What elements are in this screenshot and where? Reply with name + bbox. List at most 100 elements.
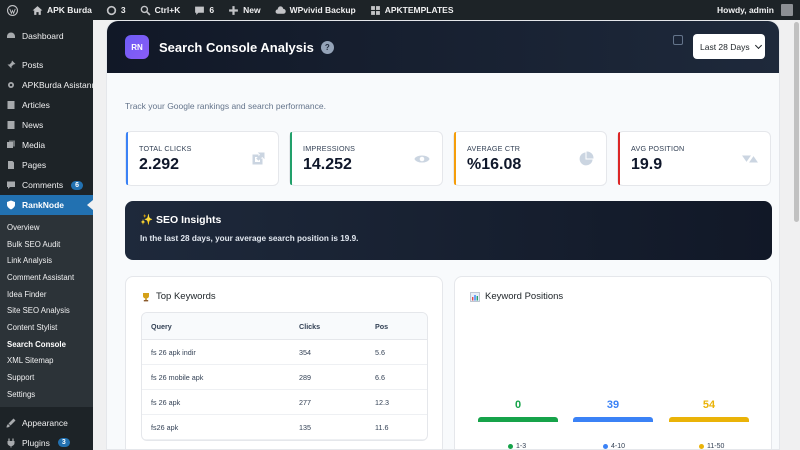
legend-11-50: 11-50 — [699, 443, 725, 450]
stat-accent-bar — [290, 132, 292, 185]
stat-accent-bar — [618, 132, 620, 185]
legend-dot — [508, 444, 513, 449]
submenu-link-analysis[interactable]: Link Analysis — [7, 256, 53, 266]
main-content: RN Search Console Analysis ? Last 28 Day… — [93, 20, 793, 450]
sidebar-item-ranknode[interactable]: RankNode — [0, 195, 93, 215]
calendar-icon — [673, 35, 683, 45]
date-range-select[interactable]: Last 28 Days — [693, 34, 765, 59]
query-cell: fs 26 mobile apk — [151, 372, 204, 382]
sidebar-item-appearance[interactable]: Appearance — [0, 413, 93, 433]
new-label: New — [243, 5, 261, 15]
grid-icon — [370, 5, 380, 15]
legend-label: 11-50 — [707, 443, 725, 450]
sidebar-item-comments[interactable]: Comments 6 — [0, 175, 93, 195]
group-value-top3: 0 — [514, 399, 522, 411]
ranknode-submenu: Overview Bulk SEO Audit Link Analysis Co… — [0, 215, 93, 407]
page-scrollbar[interactable] — [793, 20, 800, 450]
legend-label: 4-10 — [611, 443, 626, 450]
submenu-support[interactable]: Support — [7, 373, 35, 383]
comments-count: 6 — [209, 5, 215, 15]
backup-link[interactable]: WPvivid Backup — [268, 0, 363, 20]
sidebar-item-news[interactable]: News — [0, 115, 93, 135]
sidebar-item-label: APKBurda Asistanı — [22, 80, 93, 90]
card-title: Keyword Positions — [470, 291, 563, 302]
pie-icon — [578, 151, 594, 167]
submenu-overview[interactable]: Overview — [7, 222, 40, 232]
sidebar-item-media[interactable]: Media — [0, 135, 93, 155]
group-bar-11-50 — [669, 417, 749, 422]
plugin-icon — [7, 438, 15, 448]
clicks-cell: 277 — [299, 397, 311, 407]
group-bar-top3 — [478, 417, 558, 422]
sidebar-item-label: Posts — [22, 60, 44, 70]
ranknode-logo: RN — [125, 35, 149, 59]
pin-icon — [7, 60, 16, 69]
sidebar-item-label: Appearance — [22, 417, 68, 428]
site-name-link[interactable]: APK Burda — [25, 0, 99, 20]
chevron-down-icon — [754, 41, 762, 49]
sidebar-item-label: Comments — [22, 180, 64, 190]
wordpress-icon — [7, 4, 18, 16]
table-row: fs 26 apk indir 354 5.6 — [142, 340, 427, 365]
insights-text: In the last 28 days, your average search… — [140, 234, 359, 243]
updates-link[interactable]: 3 — [99, 0, 133, 20]
help-icon[interactable]: ? — [320, 40, 334, 54]
stat-average-ctr: AVERAGE CTR %16.08 — [453, 131, 607, 186]
refresh-icon — [106, 5, 117, 15]
account-menu[interactable]: Howdy, admin — [710, 0, 800, 20]
sidebar-item-label: Dashboard — [22, 31, 64, 41]
submenu-bulk-seo-audit[interactable]: Bulk SEO Audit — [7, 239, 61, 249]
templates-label: APKTEMPLATES — [384, 5, 454, 15]
sidebar-item-label: Articles — [22, 100, 50, 110]
submenu-site-seo-analysis[interactable]: Site SEO Analysis — [7, 306, 70, 316]
stat-value: %16.08 — [467, 156, 522, 173]
keyword-positions-card: Keyword Positions 0 39 54 1-3 4-10 — [454, 276, 772, 450]
sidebar-item-pages[interactable]: Pages — [0, 155, 93, 175]
submenu-xml-sitemap[interactable]: XML Sitemap — [7, 356, 54, 366]
comments-link[interactable]: 6 — [187, 0, 221, 20]
column-pos[interactable]: Pos — [375, 321, 389, 331]
plus-icon — [229, 5, 238, 15]
column-query[interactable]: Query — [151, 321, 172, 331]
command-palette-link[interactable]: Ctrl+K — [133, 0, 188, 20]
sidebar-item-assistant[interactable]: APKBurda Asistanı — [0, 75, 93, 95]
sidebar-item-label: News — [22, 120, 44, 130]
submenu-idea-finder[interactable]: Idea Finder — [7, 289, 47, 299]
sidebar-item-label: Media — [22, 140, 46, 150]
updates-count: 3 — [120, 5, 126, 15]
sidebar-item-label: RankNode — [22, 200, 65, 210]
document-icon — [7, 121, 15, 129]
table-row: fs26 apk 135 11.6 — [142, 415, 427, 440]
scrollbar-thumb[interactable] — [794, 22, 799, 222]
column-clicks[interactable]: Clicks — [299, 321, 321, 331]
keyword-positions-title: Keyword Positions — [485, 291, 564, 302]
sort-icon — [742, 151, 758, 167]
clicks-cell: 289 — [299, 372, 311, 382]
date-range-value: Last 28 Days — [700, 41, 750, 52]
query-cell: fs 26 apk — [151, 397, 181, 407]
sidebar-item-plugins[interactable]: Plugins 3 — [0, 433, 93, 450]
wordpress-logo[interactable] — [0, 0, 25, 20]
sidebar-item-posts[interactable]: Posts — [0, 55, 93, 75]
insights-title: ✨ SEO Insights — [140, 214, 222, 226]
group-value-11-50: 54 — [702, 399, 716, 411]
stat-label: AVERAGE CTR — [467, 144, 521, 153]
sidebar-item-articles[interactable]: Articles — [0, 95, 93, 115]
seo-insights-card: ✨ SEO Insights In the last 28 days, your… — [125, 201, 772, 260]
submenu-settings[interactable]: Settings — [7, 389, 36, 399]
stat-label: AVG POSITION — [631, 144, 685, 153]
clicks-cell: 135 — [299, 422, 311, 432]
pos-cell: 6.6 — [375, 372, 385, 382]
submenu-comment-assistant[interactable]: Comment Assistant — [7, 272, 75, 282]
legend-dot — [699, 444, 704, 449]
submenu-content-stylist[interactable]: Content Stylist — [7, 322, 58, 332]
stat-accent-bar — [126, 132, 128, 185]
stat-value: 2.292 — [139, 156, 180, 173]
admin-sidebar: Dashboard Posts APKBurda Asistanı Articl… — [0, 20, 93, 450]
stat-impressions: IMPRESSIONS 14.252 — [289, 131, 443, 186]
submenu-search-console[interactable]: Search Console — [7, 339, 66, 349]
templates-link[interactable]: APKTEMPLATES — [363, 0, 461, 20]
comment-icon — [195, 6, 205, 15]
sidebar-item-dashboard[interactable]: Dashboard — [0, 26, 93, 46]
new-content-link[interactable]: New — [221, 0, 267, 20]
